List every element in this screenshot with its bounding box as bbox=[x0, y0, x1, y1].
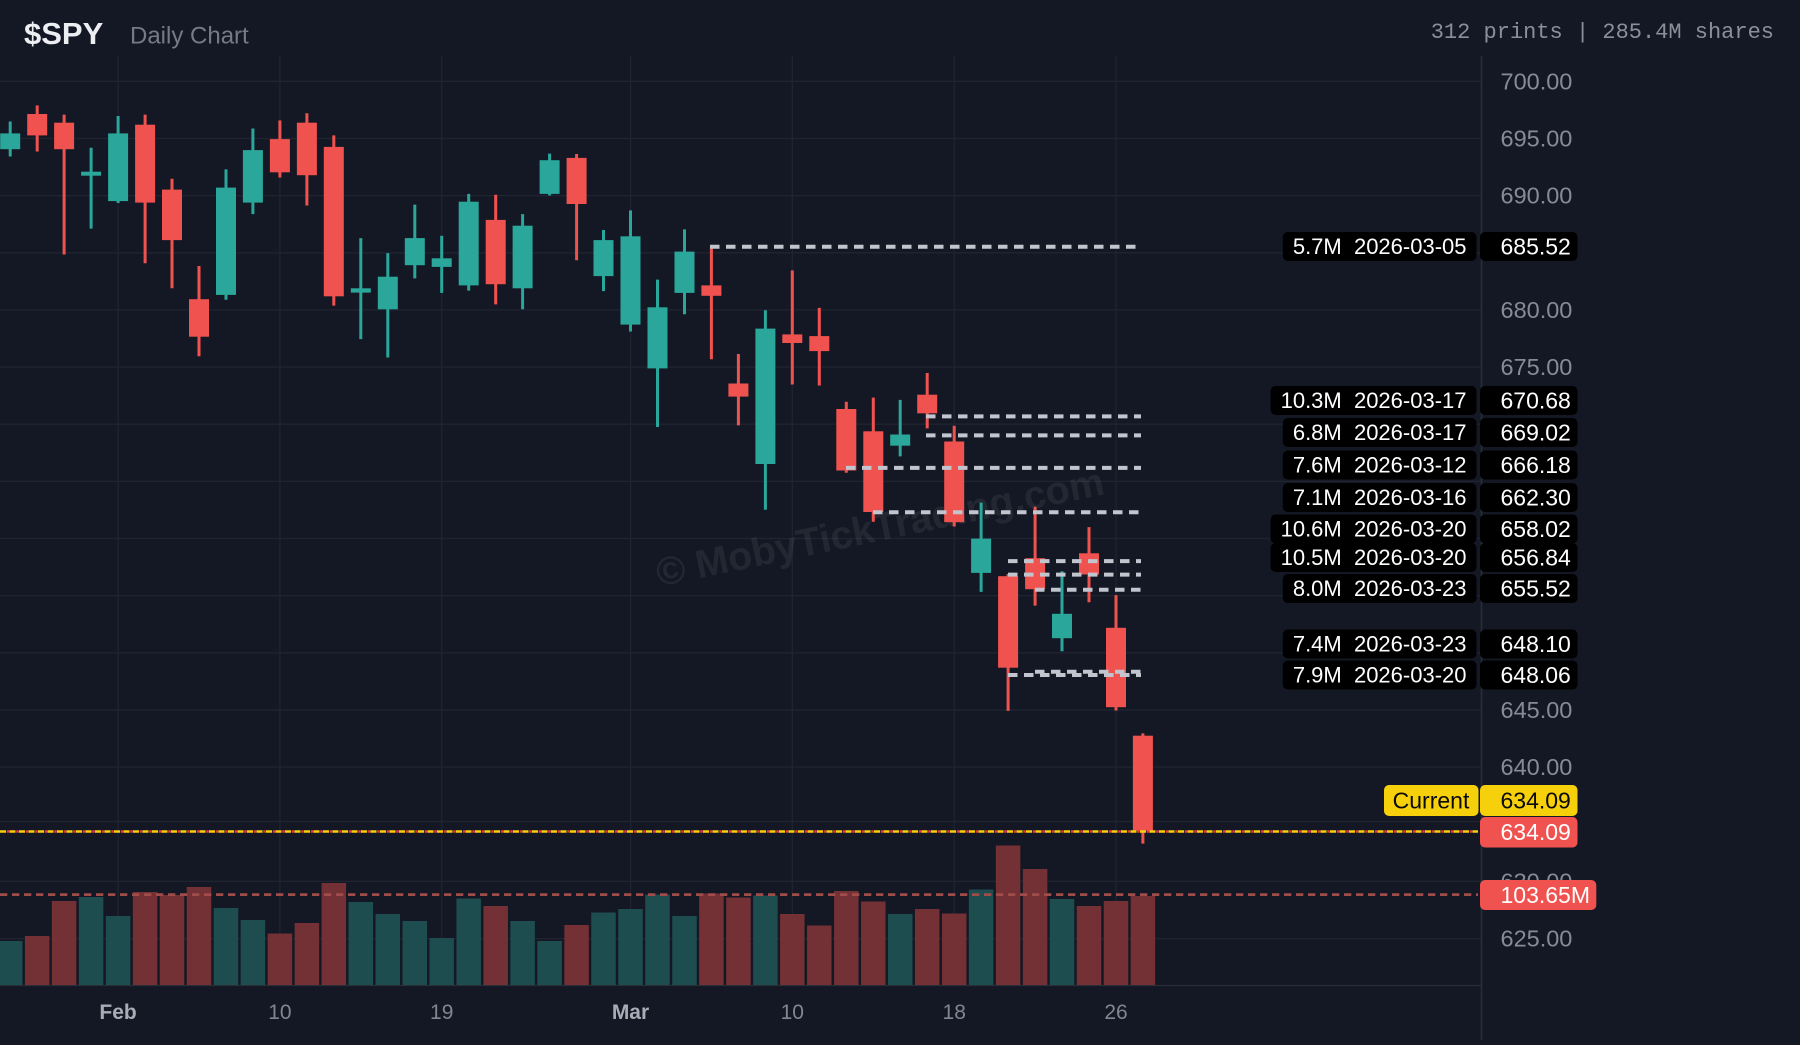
svg-text:26: 26 bbox=[1104, 1001, 1127, 1024]
svg-text:645.00: 645.00 bbox=[1501, 697, 1573, 723]
svg-text:655.52: 655.52 bbox=[1501, 576, 1571, 602]
svg-text:669.02: 669.02 bbox=[1501, 420, 1571, 446]
svg-text:5.7M 2026-03-05: 5.7M 2026-03-05 bbox=[1293, 234, 1467, 259]
svg-text:680.00: 680.00 bbox=[1501, 297, 1573, 323]
svg-text:685.52: 685.52 bbox=[1501, 234, 1571, 260]
svg-text:7.9M 2026-03-20: 7.9M 2026-03-20 bbox=[1293, 663, 1467, 688]
svg-text:656.84: 656.84 bbox=[1501, 545, 1572, 571]
svg-text:648.10: 648.10 bbox=[1501, 631, 1571, 657]
svg-text:18: 18 bbox=[943, 1001, 966, 1024]
svg-text:Feb: Feb bbox=[99, 1001, 136, 1024]
svg-text:695.00: 695.00 bbox=[1501, 126, 1573, 152]
svg-text:19: 19 bbox=[430, 1001, 453, 1024]
svg-text:690.00: 690.00 bbox=[1501, 183, 1573, 209]
svg-text:10.6M 2026-03-20: 10.6M 2026-03-20 bbox=[1281, 517, 1467, 542]
svg-text:7.6M 2026-03-12: 7.6M 2026-03-12 bbox=[1293, 453, 1467, 478]
svg-text:10.5M 2026-03-20: 10.5M 2026-03-20 bbox=[1281, 545, 1467, 570]
svg-text:640.00: 640.00 bbox=[1501, 754, 1573, 780]
svg-text:Mar: Mar bbox=[612, 1001, 649, 1024]
svg-text:103.65M: 103.65M bbox=[1501, 882, 1591, 908]
svg-text:670.68: 670.68 bbox=[1501, 388, 1571, 414]
svg-text:658.02: 658.02 bbox=[1501, 516, 1571, 542]
svg-text:666.18: 666.18 bbox=[1501, 452, 1571, 478]
svg-text:648.06: 648.06 bbox=[1501, 662, 1571, 688]
svg-text:675.00: 675.00 bbox=[1501, 354, 1573, 380]
svg-text:312 prints | 285.4M shares: 312 prints | 285.4M shares bbox=[1431, 20, 1774, 45]
svg-text:10: 10 bbox=[781, 1001, 804, 1024]
svg-text:634.09: 634.09 bbox=[1501, 819, 1571, 845]
svg-text:Current: Current bbox=[1393, 788, 1470, 814]
svg-text:6.8M 2026-03-17: 6.8M 2026-03-17 bbox=[1293, 420, 1467, 445]
svg-text:$SPY: $SPY bbox=[24, 16, 104, 51]
svg-text:10: 10 bbox=[268, 1001, 291, 1024]
svg-text:662.30: 662.30 bbox=[1501, 485, 1571, 511]
svg-text:10.3M 2026-03-17: 10.3M 2026-03-17 bbox=[1281, 388, 1467, 413]
svg-text:625.00: 625.00 bbox=[1501, 926, 1573, 952]
svg-text:634.09: 634.09 bbox=[1501, 788, 1571, 814]
svg-text:8.0M 2026-03-23: 8.0M 2026-03-23 bbox=[1293, 576, 1467, 601]
svg-text:7.1M 2026-03-16: 7.1M 2026-03-16 bbox=[1293, 485, 1467, 510]
svg-text:700.00: 700.00 bbox=[1501, 68, 1573, 94]
svg-text:7.4M 2026-03-23: 7.4M 2026-03-23 bbox=[1293, 632, 1467, 657]
svg-text:Daily Chart: Daily Chart bbox=[130, 23, 249, 50]
